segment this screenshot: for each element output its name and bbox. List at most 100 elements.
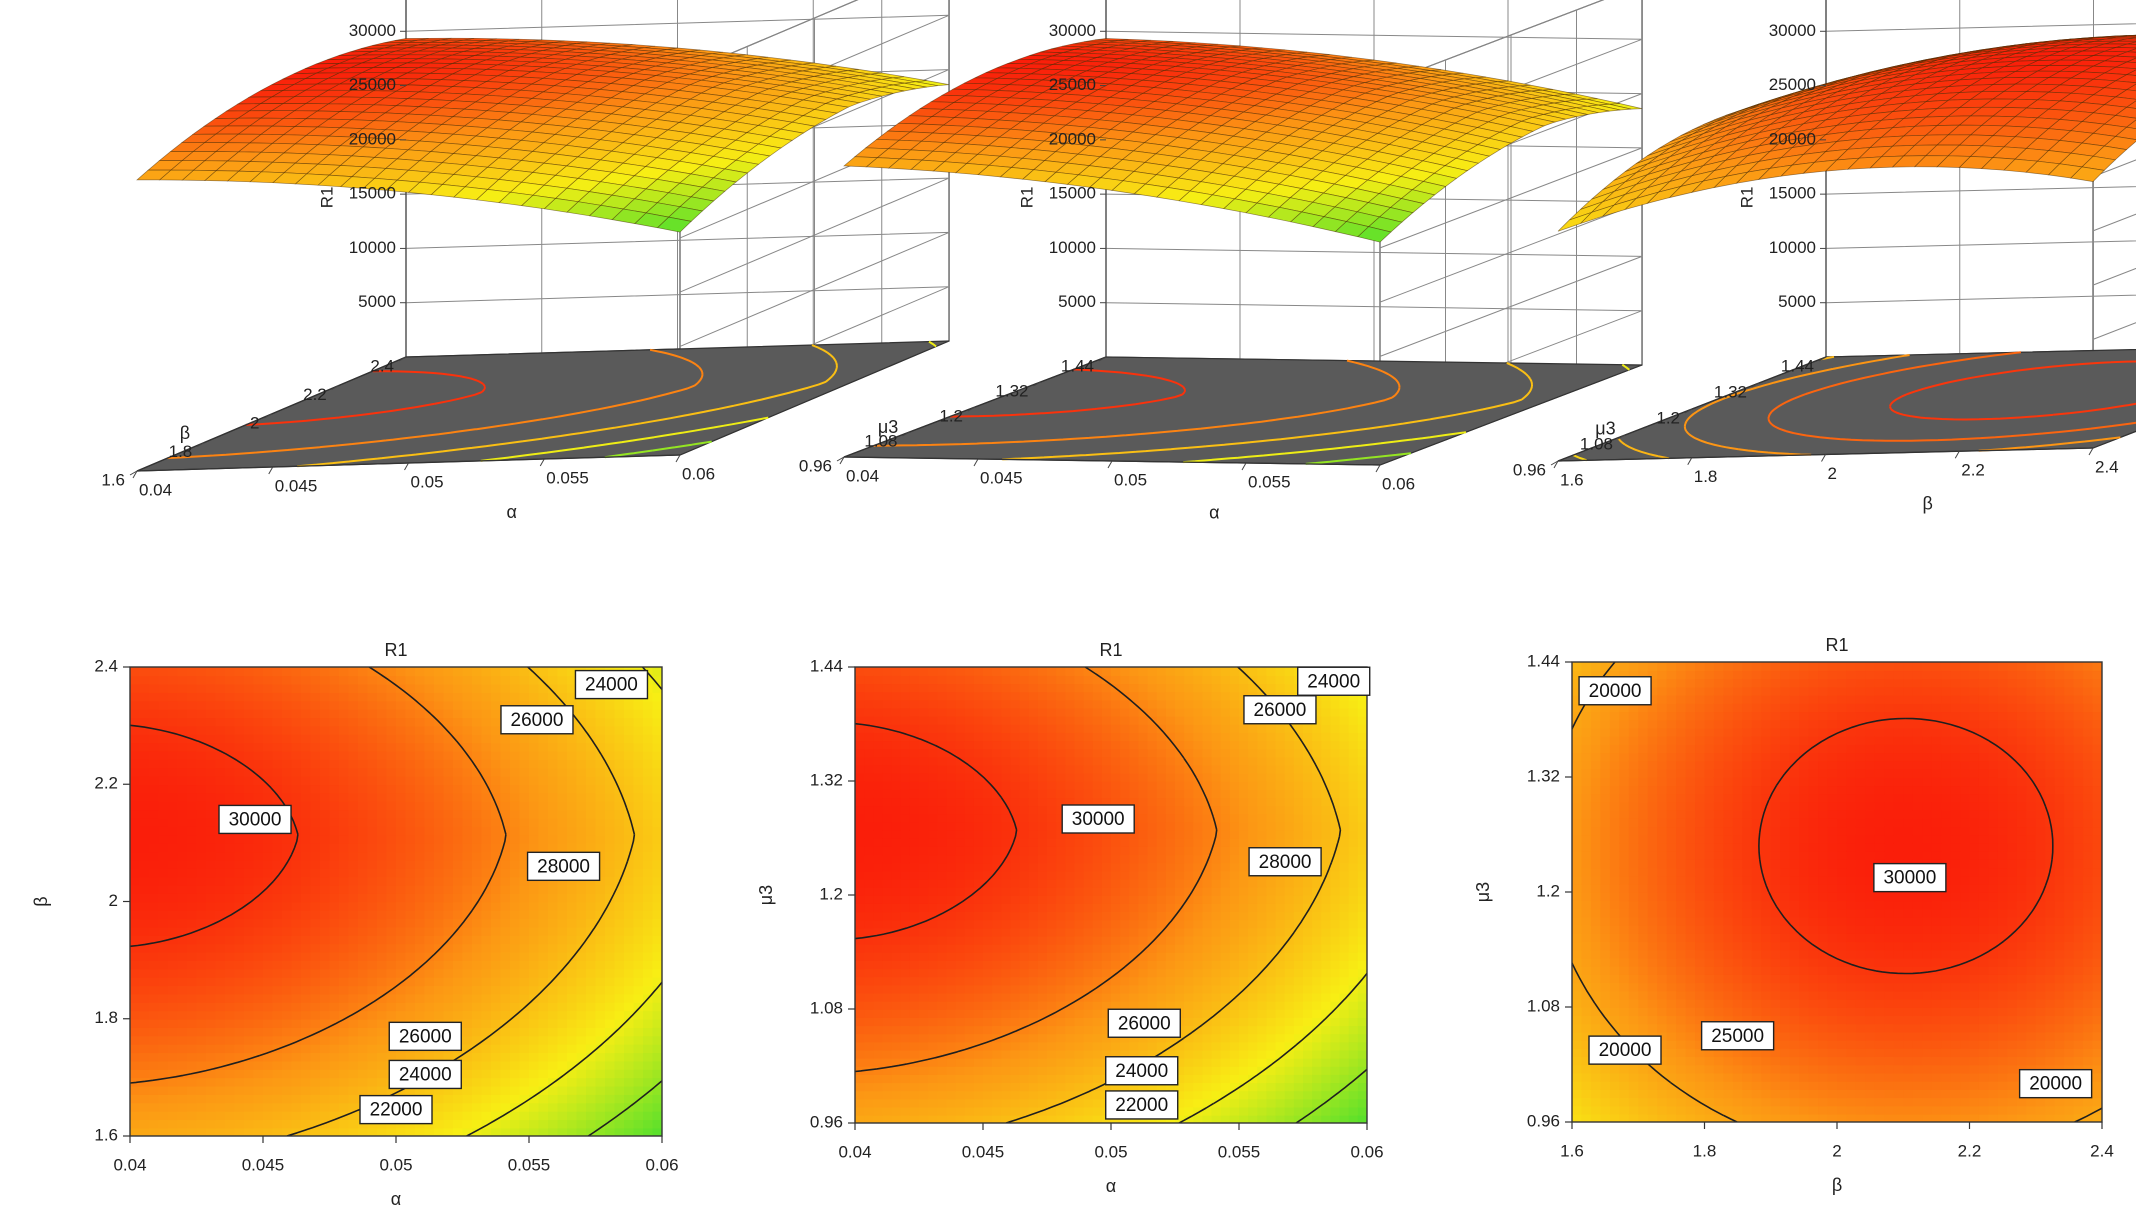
contour-fill-cell	[539, 734, 549, 743]
x-tick-mark	[1688, 458, 1692, 465]
contour-fill-cell	[634, 876, 644, 885]
contour-fill-cell	[244, 1044, 254, 1053]
contour-fill-cell	[415, 776, 425, 785]
contour-fill-cell	[539, 1069, 549, 1078]
contour-fill-cell	[605, 1027, 615, 1036]
contour-fill-cell	[225, 734, 235, 743]
contour-fill-cell	[510, 1052, 520, 1061]
contour-fill-cell	[273, 860, 283, 869]
contour-fill-cell	[206, 893, 216, 902]
contour-fill-cell	[482, 675, 492, 684]
contour-fill-cell	[130, 918, 140, 927]
contour-fill-cell	[491, 927, 501, 936]
contour-fill-cell	[510, 1002, 520, 1011]
contour-fill-cell	[273, 851, 283, 860]
contour-fill-cell	[301, 675, 311, 684]
contour-fill-cell	[206, 902, 216, 911]
contour-fill-cell	[624, 1069, 634, 1078]
contour-fill-cell	[463, 684, 473, 693]
contour-fill-cell	[273, 977, 283, 986]
contour-fill-cell	[130, 1019, 140, 1028]
contour-fill-cell	[311, 952, 321, 961]
contour-fill-cell	[558, 918, 568, 927]
contour-fill-cell	[387, 734, 397, 743]
contour-fill-cell	[292, 1111, 302, 1120]
contour-fill-cell	[349, 684, 359, 693]
contour-fill-cell	[263, 893, 273, 902]
contour-fill-cell	[206, 876, 216, 885]
contour-fill-cell	[425, 935, 435, 944]
contour-fill-cell	[197, 1119, 207, 1128]
contour-fill-cell	[434, 985, 444, 994]
contour-fill-cell	[140, 1086, 150, 1095]
contour-fill-cell	[643, 943, 653, 952]
contour-fill-cell	[548, 826, 558, 835]
contour-fill-cell	[197, 969, 207, 978]
contour-fill-cell	[453, 768, 463, 777]
contour-fill-cell	[472, 692, 482, 701]
contour-fill-cell	[615, 726, 625, 735]
contour-fill-cell	[501, 969, 511, 978]
contour-fill-cell	[558, 809, 568, 818]
contour-fill-cell	[624, 1086, 634, 1095]
contour-fill-cell	[377, 910, 387, 919]
contour-fill-cell	[453, 935, 463, 944]
z-tick-label: 25000	[349, 75, 396, 94]
contour-fill-cell	[434, 1002, 444, 1011]
contour-fill-cell	[472, 734, 482, 743]
contour-fill-cell	[368, 1019, 378, 1028]
contour-fill-cell	[605, 784, 615, 793]
contour-fill-cell	[577, 977, 587, 986]
contour-fill-cell	[168, 826, 178, 835]
contour-fill-cell	[586, 801, 596, 810]
contour-fill-cell	[130, 742, 140, 751]
contour-fill-cell	[586, 826, 596, 835]
x-axis-label: α	[1209, 503, 1219, 523]
contour-fill-cell	[406, 927, 416, 936]
contour-fill-cell	[605, 1103, 615, 1112]
contour-fill-cell	[225, 675, 235, 684]
contour-fill-cell	[501, 1103, 511, 1112]
contour-fill-cell	[586, 1119, 596, 1128]
contour-fill-cell	[577, 985, 587, 994]
contour-fill-cell	[624, 960, 634, 969]
contour-fill-cell	[140, 868, 150, 877]
contour-fill-cell	[244, 1103, 254, 1112]
contour-fill-cell	[187, 835, 197, 844]
contour-fill-cell	[520, 902, 530, 911]
contour-fill-cell	[548, 675, 558, 684]
contour-fill-cell	[292, 952, 302, 961]
contour-fill-cell	[311, 1077, 321, 1086]
contour-fill-cell	[330, 860, 340, 869]
contour-fill-cell	[596, 969, 606, 978]
contour-fill-cell	[425, 809, 435, 818]
contour-fill-cell	[330, 843, 340, 852]
contour-fill-cell	[339, 851, 349, 860]
contour-fill-cell	[178, 709, 188, 718]
contour-fill-cell	[358, 943, 368, 952]
contour-fill-cell	[358, 910, 368, 919]
contour-fill-cell	[244, 843, 254, 852]
contour-fill-cell	[330, 902, 340, 911]
contour-fill-cell	[206, 793, 216, 802]
contour-fill-cell	[558, 801, 568, 810]
contour-fill-cell	[149, 768, 159, 777]
contour-fill-cell	[586, 793, 596, 802]
contour-fill-cell	[292, 902, 302, 911]
x-tick-mark	[540, 459, 544, 466]
contour-fill-cell	[529, 1010, 539, 1019]
contour-fill-cell	[349, 835, 359, 844]
contour-fill-cell	[520, 776, 530, 785]
contour-fill-cell	[615, 910, 625, 919]
contour-fill-cell	[216, 692, 226, 701]
contour-fill-cell	[482, 969, 492, 978]
contour-fill-cell	[577, 709, 587, 718]
contour-fill-cell	[349, 1036, 359, 1045]
contour-fill-cell	[282, 1069, 292, 1078]
contour-fill-cell	[482, 952, 492, 961]
contour-fill-cell	[130, 935, 140, 944]
contour-fill-cell	[643, 860, 653, 869]
contour-fill-cell	[624, 1111, 634, 1120]
contour-fill-cell	[444, 843, 454, 852]
contour-fill-cell	[130, 784, 140, 793]
